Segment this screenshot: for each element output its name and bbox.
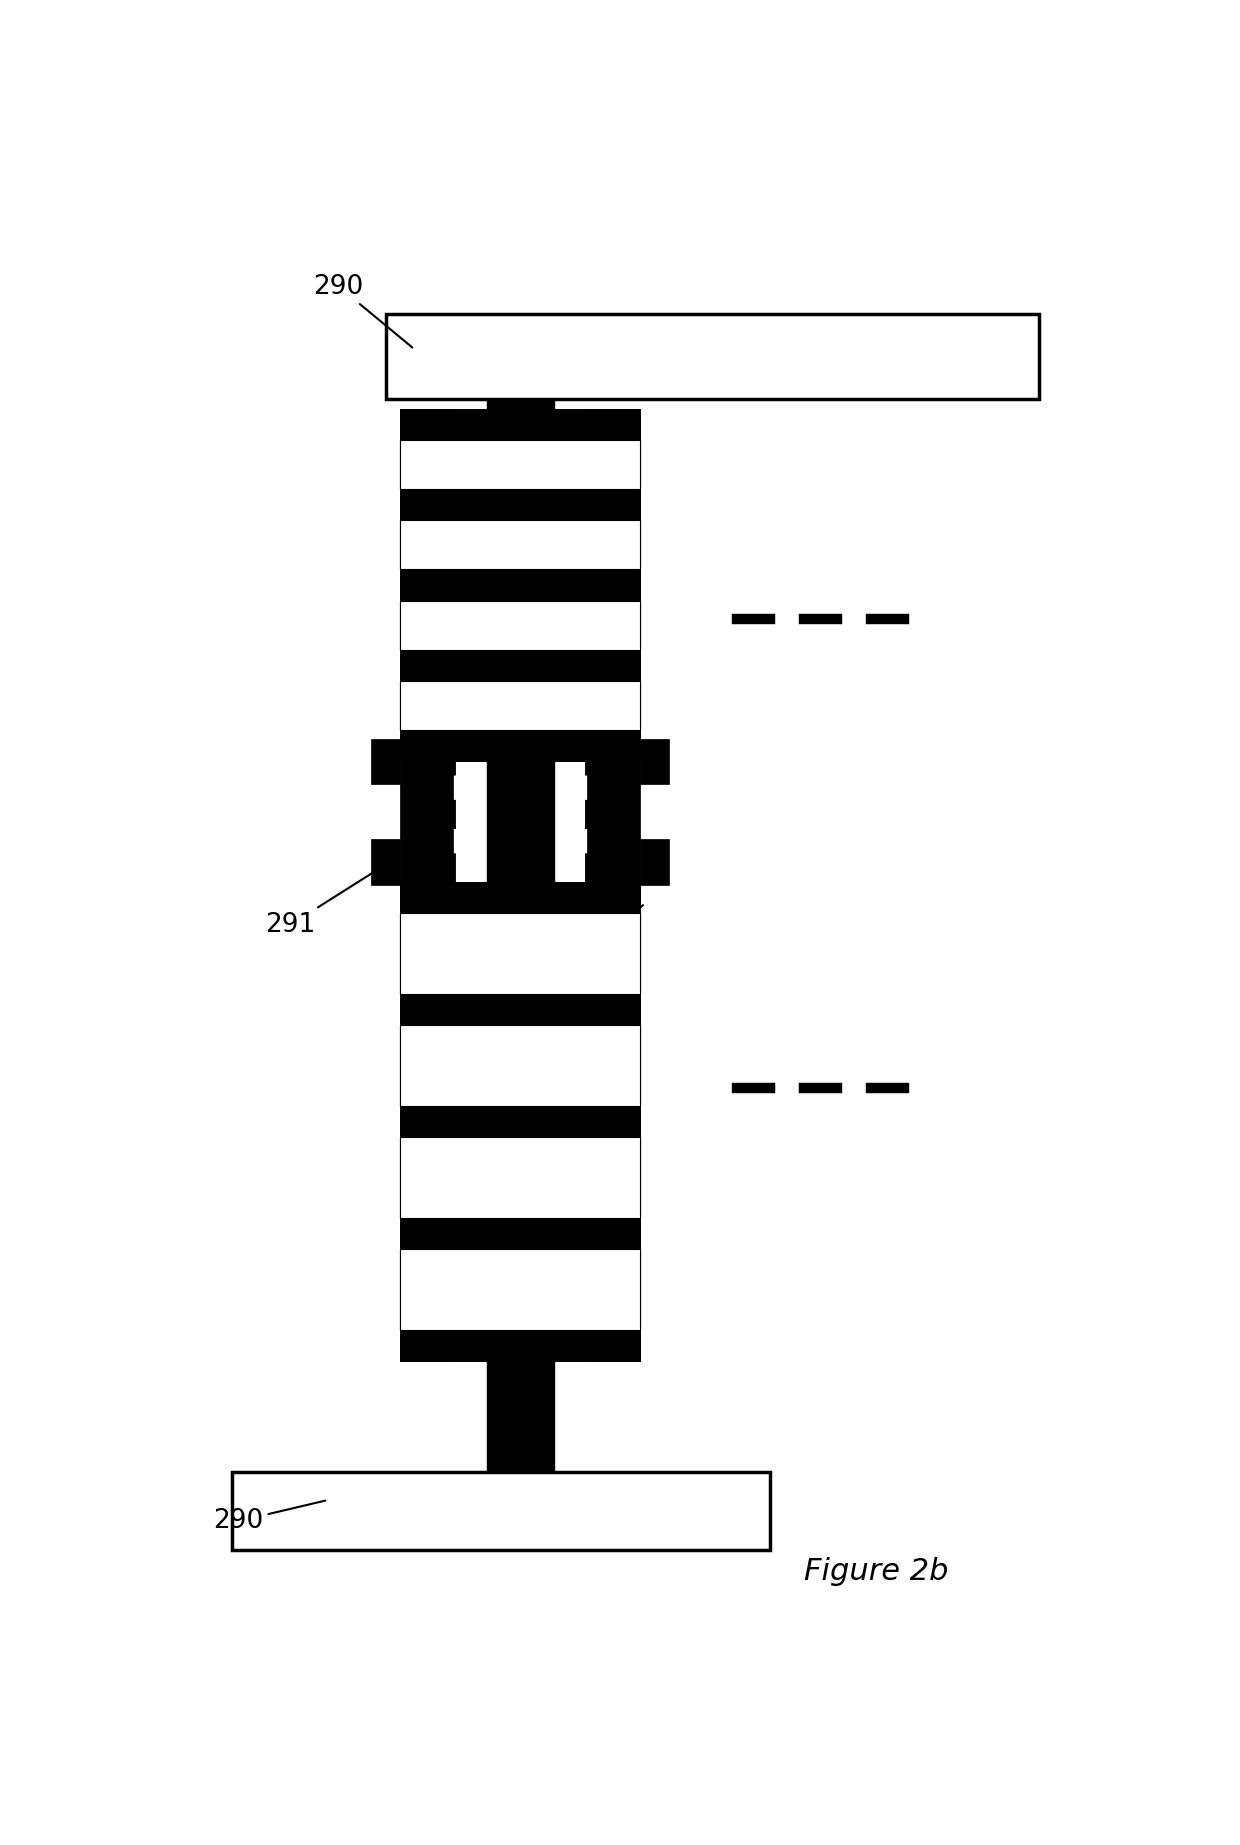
Bar <box>401 570 640 601</box>
Bar <box>386 314 1039 399</box>
Bar <box>640 738 670 784</box>
Text: 290: 290 <box>314 273 413 347</box>
Bar <box>401 681 640 731</box>
Bar <box>401 1105 640 1137</box>
Bar <box>401 410 640 441</box>
Bar <box>401 520 640 570</box>
Bar <box>401 1137 640 1218</box>
Bar <box>640 839 670 886</box>
Bar <box>866 614 909 624</box>
Bar <box>401 489 640 520</box>
Bar <box>401 1330 640 1362</box>
Bar <box>401 649 640 681</box>
Bar <box>401 410 640 441</box>
Bar <box>799 614 842 624</box>
Text: 290: 290 <box>213 1500 325 1535</box>
Bar <box>401 994 640 1026</box>
Bar <box>401 1026 640 1105</box>
Bar <box>401 1026 640 1105</box>
Bar <box>401 570 640 601</box>
Bar <box>732 1083 775 1092</box>
Bar <box>401 1137 640 1218</box>
Bar <box>401 1218 640 1249</box>
Bar <box>401 1249 640 1330</box>
Bar <box>588 410 640 1362</box>
Bar <box>401 410 453 1362</box>
Bar <box>401 1249 640 1330</box>
Bar <box>401 601 640 649</box>
Bar <box>401 882 640 913</box>
Bar <box>401 489 640 520</box>
Bar <box>401 1105 640 1137</box>
Bar <box>732 614 775 624</box>
Bar <box>486 399 554 1472</box>
Bar <box>232 1472 770 1550</box>
Bar <box>401 1330 640 1362</box>
Bar <box>401 882 640 913</box>
Text: Figure 2b: Figure 2b <box>804 1557 949 1585</box>
Bar <box>371 738 401 784</box>
Bar <box>401 681 640 731</box>
Text: 291: 291 <box>558 906 644 970</box>
Bar <box>401 913 640 994</box>
Bar <box>401 520 640 570</box>
Text: 291: 291 <box>265 873 373 937</box>
Bar <box>401 913 640 994</box>
Bar <box>401 601 640 649</box>
Text: 280: 280 <box>414 928 480 1015</box>
Bar <box>401 994 640 1026</box>
Bar <box>401 649 640 681</box>
Bar <box>401 441 640 489</box>
Bar <box>401 731 640 762</box>
Bar <box>401 1218 640 1249</box>
Bar <box>866 1083 909 1092</box>
Bar <box>371 839 401 886</box>
Bar <box>799 1083 842 1092</box>
Bar <box>401 441 640 489</box>
Bar <box>401 731 640 762</box>
